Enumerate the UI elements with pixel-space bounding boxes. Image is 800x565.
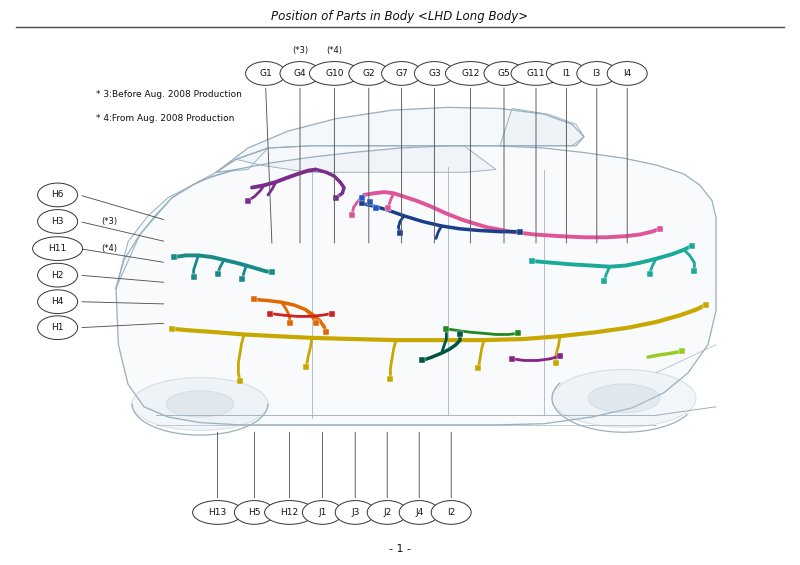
Ellipse shape	[265, 501, 314, 524]
Text: G7: G7	[395, 69, 408, 78]
Text: H1: H1	[51, 323, 64, 332]
Text: (*4): (*4)	[101, 244, 117, 253]
Text: G1: G1	[259, 69, 272, 78]
Text: G11: G11	[526, 69, 546, 78]
Ellipse shape	[577, 62, 617, 85]
Text: I3: I3	[593, 69, 601, 78]
Ellipse shape	[38, 183, 78, 207]
Ellipse shape	[38, 290, 78, 314]
Text: J2: J2	[383, 508, 391, 517]
Text: H3: H3	[51, 217, 64, 226]
Ellipse shape	[280, 62, 320, 85]
Ellipse shape	[349, 62, 389, 85]
Ellipse shape	[33, 237, 82, 260]
Ellipse shape	[335, 501, 375, 524]
Polygon shape	[216, 107, 584, 172]
Text: G12: G12	[462, 69, 479, 78]
Text: Position of Parts in Body <LHD Long Body>: Position of Parts in Body <LHD Long Body…	[271, 10, 529, 23]
Text: - 1 -: - 1 -	[389, 544, 411, 554]
Text: H11: H11	[49, 244, 66, 253]
Ellipse shape	[382, 62, 422, 85]
Text: (*3): (*3)	[101, 217, 117, 226]
Text: H4: H4	[51, 297, 64, 306]
Polygon shape	[116, 170, 236, 288]
Ellipse shape	[546, 62, 586, 85]
Text: H13: H13	[209, 508, 226, 517]
Ellipse shape	[414, 62, 454, 85]
Text: (*4): (*4)	[326, 46, 342, 55]
Text: J4: J4	[415, 508, 423, 517]
Text: G5: G5	[498, 69, 510, 78]
Ellipse shape	[607, 62, 647, 85]
Ellipse shape	[511, 62, 561, 85]
Ellipse shape	[552, 370, 696, 427]
Ellipse shape	[246, 62, 286, 85]
Text: (*3): (*3)	[292, 46, 308, 55]
Text: I4: I4	[623, 69, 631, 78]
Text: I1: I1	[562, 69, 570, 78]
Ellipse shape	[132, 377, 268, 431]
Ellipse shape	[431, 501, 471, 524]
Ellipse shape	[38, 316, 78, 340]
Text: H12: H12	[281, 508, 298, 517]
Polygon shape	[216, 148, 268, 172]
Text: J3: J3	[351, 508, 359, 517]
Text: G4: G4	[294, 69, 306, 78]
Text: H5: H5	[248, 508, 261, 517]
Text: * 4:From Aug. 2008 Production: * 4:From Aug. 2008 Production	[96, 114, 234, 123]
Ellipse shape	[367, 501, 407, 524]
Polygon shape	[236, 146, 496, 172]
Ellipse shape	[446, 62, 495, 85]
Text: H6: H6	[51, 190, 64, 199]
Text: J1: J1	[318, 508, 326, 517]
Ellipse shape	[310, 62, 359, 85]
Ellipse shape	[166, 391, 234, 417]
Text: G2: G2	[362, 69, 375, 78]
Text: G10: G10	[325, 69, 344, 78]
Polygon shape	[500, 108, 584, 146]
Ellipse shape	[193, 501, 242, 524]
Text: H2: H2	[51, 271, 64, 280]
Ellipse shape	[38, 210, 78, 233]
Text: I2: I2	[447, 508, 455, 517]
Text: G3: G3	[428, 69, 441, 78]
Ellipse shape	[234, 501, 274, 524]
Polygon shape	[116, 146, 716, 425]
Ellipse shape	[484, 62, 524, 85]
Ellipse shape	[588, 384, 660, 412]
Ellipse shape	[302, 501, 342, 524]
Ellipse shape	[38, 263, 78, 287]
Ellipse shape	[399, 501, 439, 524]
Text: * 3:Before Aug. 2008 Production: * 3:Before Aug. 2008 Production	[96, 90, 242, 99]
